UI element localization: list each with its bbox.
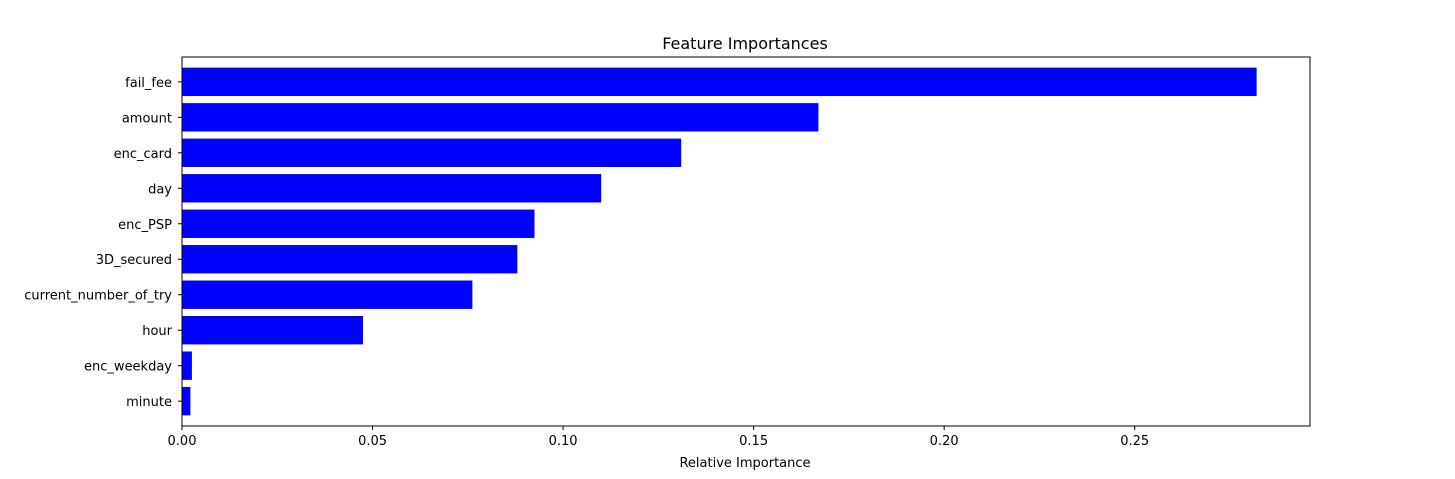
plot-frame: [181, 56, 1311, 427]
bar-current_number_of_try: [182, 280, 473, 309]
bar-amount: [182, 103, 819, 132]
bar-3D_secured: [182, 245, 518, 274]
bar-day: [182, 174, 602, 203]
x-tick-label: 0.20: [930, 434, 959, 449]
bar-enc_PSP: [182, 209, 535, 238]
y-tick-label: amount: [122, 111, 172, 126]
bar-minute: [182, 386, 191, 416]
x-tick-label: 0.25: [1120, 434, 1149, 449]
x-axis-label: Relative Importance: [679, 456, 810, 471]
chart-title: Feature Importances: [662, 34, 828, 53]
y-tick-label: enc_weekday: [84, 360, 172, 375]
y-tick-label: current_number_of_try: [24, 289, 172, 304]
bar-hour: [182, 316, 364, 345]
y-tick-label: day: [148, 182, 172, 197]
x-axis-ticks: 0.00 0.05 0.10 0.15 0.20 0.25: [168, 426, 1149, 449]
y-tick-label: enc_PSP: [118, 218, 172, 233]
bar-enc_card: [182, 138, 682, 167]
bar-enc_weekday: [182, 351, 192, 380]
y-tick-label: hour: [142, 324, 172, 339]
x-tick-label: 0.10: [549, 434, 578, 449]
y-tick-label: fail_fee: [125, 76, 172, 91]
bar-fail_fee: [182, 67, 1257, 97]
x-tick-label: 0.05: [358, 434, 387, 449]
x-tick-label: 0.15: [739, 434, 768, 449]
x-tick-label: 0.00: [168, 434, 197, 449]
bars-group: [182, 67, 1257, 416]
y-tick-label: 3D_secured: [96, 253, 172, 268]
y-tick-label: enc_card: [114, 147, 172, 162]
y-tick-label: minute: [126, 395, 172, 410]
